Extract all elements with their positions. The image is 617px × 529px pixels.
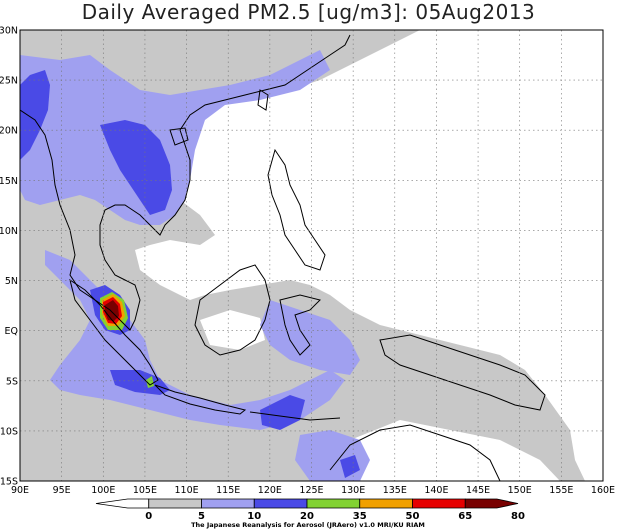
lat-tick-label: 10N (0, 226, 18, 237)
lon-tick-label: 150E (508, 485, 532, 496)
colorbar-level-label: 80 (511, 511, 525, 522)
lat-tick-label: EQ (5, 326, 18, 337)
colorbar-swatch (253, 498, 308, 509)
colorbar-level-label: 50 (406, 511, 420, 522)
colorbar-swatch (306, 498, 361, 509)
colorbar-level-label: 35 (353, 511, 367, 522)
lon-tick-label: 155E (549, 485, 573, 496)
credit-text: The Japanese Reanalysis for Aerosol (JRA… (191, 521, 425, 529)
lon-tick-label: 90E (11, 485, 29, 496)
coastline-mainland (20, 34, 351, 331)
lat-tick-label: 15S (0, 477, 18, 488)
coastline-new-guinea (379, 334, 546, 411)
lon-axis: 90E 95E 100E 105E 110E 115E 120E 125E 130E 135E 14… (11, 485, 615, 496)
coastline-borneo (194, 264, 271, 356)
colorbar-labels: 0 5 10 20 35 50 65 80 (145, 511, 525, 522)
lon-tick-label: 160E (591, 485, 615, 496)
lon-tick-label: 125E (299, 485, 323, 496)
lat-tick-label: 25N (0, 76, 18, 87)
colorbar-swatch (464, 498, 519, 509)
lat-tick-label: 10S (0, 426, 18, 437)
concentration-field (20, 30, 585, 481)
pm25-band-20-35-flores (260, 395, 305, 430)
colorbar-swatch (95, 498, 150, 509)
pm25-band-20-35-java (110, 370, 170, 395)
map-title: Daily Averaged PM2.5 [ug/m3]: 05Aug2013 (81, 0, 536, 24)
pm25-band-20-35-myanmar (20, 70, 50, 160)
colorbar-swatch (148, 498, 202, 509)
pm25-band-35-50-java (146, 376, 154, 388)
lat-tick-label: 15N (0, 176, 18, 187)
colorbar-level-label: 65 (458, 511, 472, 522)
lat-tick-label: 5S (6, 376, 18, 387)
lat-tick-label: 5N (5, 276, 18, 287)
colorbar (95, 498, 519, 509)
pm25-band-0-5-seas (200, 310, 265, 350)
coastlines (20, 34, 546, 481)
coastline-sulawesi (279, 294, 321, 356)
coastline-sumatra (69, 278, 159, 386)
colorbar-swatch (412, 498, 466, 509)
lon-tick-label: 120E (258, 485, 282, 496)
coastline-java (154, 384, 247, 415)
lon-tick-label: 110E (175, 485, 199, 496)
lon-tick-label: 135E (383, 485, 407, 496)
lon-tick-label: 145E (466, 485, 490, 496)
coastline-taiwan (257, 89, 269, 111)
pm25-band-10-20-north (20, 50, 330, 225)
colorbar-level-label: 10 (247, 511, 261, 522)
pm25-band-10-20-east (260, 300, 360, 375)
coastline-philippines (267, 148, 326, 271)
colorbar-swatch (201, 498, 255, 509)
map-frame (19, 29, 604, 482)
lon-tick-label: 100E (91, 485, 115, 496)
lon-tick-label: 140E (424, 485, 448, 496)
colorbar-level-label: 5 (198, 511, 205, 522)
pm25-band-0-5-south (330, 420, 560, 481)
pm25-band-20-35-timor (340, 455, 360, 478)
coastline-australia (329, 424, 501, 481)
lon-tick-label: 105E (133, 485, 157, 496)
pm25-band-20-35-indochina (100, 120, 172, 215)
colorbar-swatch (359, 498, 413, 509)
lon-tick-label: 130E (341, 485, 365, 496)
lon-tick-label: 115E (216, 485, 240, 496)
colorbar-level-label: 0 (145, 511, 152, 522)
coastline-hainan (169, 127, 189, 146)
coastline-lesser-sunda (249, 411, 341, 421)
lat-axis: 30N 25N 20N 15N 10N 5N EQ 5S 10S 15S (0, 26, 18, 488)
lat-tick-label: 30N (0, 26, 18, 37)
lon-tick-label: 95E (53, 485, 71, 496)
lat-tick-label: 20N (0, 126, 18, 137)
colorbar-level-label: 20 (300, 511, 314, 522)
